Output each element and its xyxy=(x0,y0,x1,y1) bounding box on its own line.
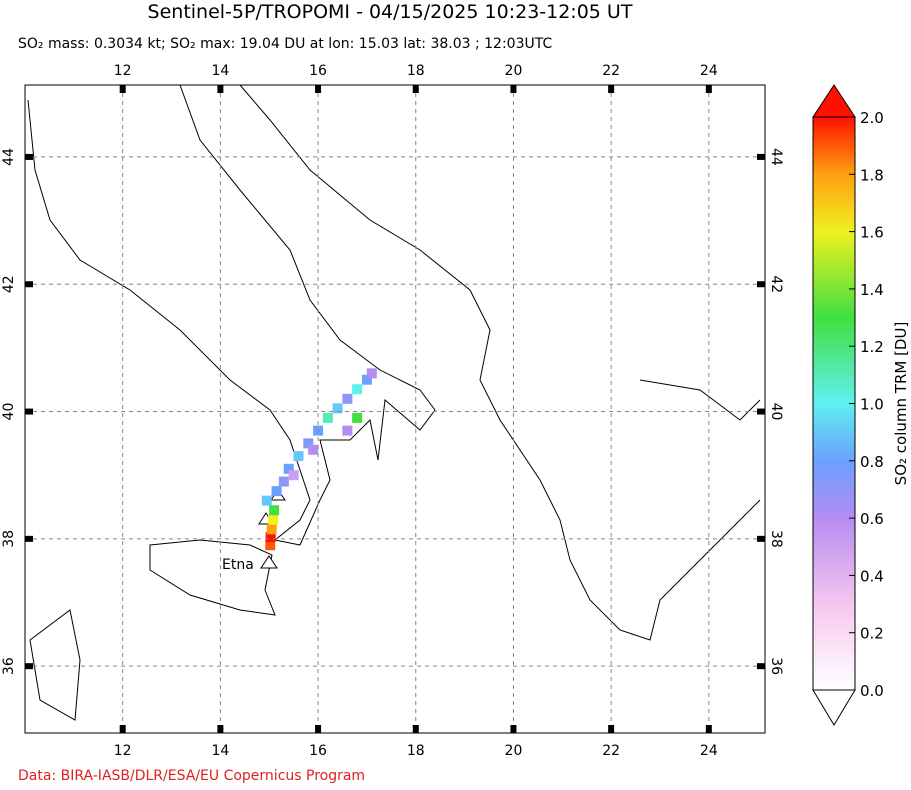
so2-pixel xyxy=(266,524,277,535)
colorbar-tick-label: 1.8 xyxy=(860,166,884,184)
so2-pixel xyxy=(332,403,343,414)
colorbar-tick-label: 1.2 xyxy=(860,338,884,356)
so2-pixel xyxy=(265,531,276,542)
x-tick-label: 14 xyxy=(211,743,229,759)
y-tick-label: 40 xyxy=(1,403,17,421)
colorbar-tick-label: 2.0 xyxy=(860,109,884,127)
colorbar-extend-top xyxy=(812,84,856,118)
y-tick-label: 44 xyxy=(768,148,784,166)
colorbar-tick-label: 1.6 xyxy=(860,224,884,242)
volcano-marker xyxy=(260,555,278,569)
so2-pixel xyxy=(283,463,294,474)
coastlines xyxy=(27,84,761,721)
subtitle: SO₂ mass: 0.3034 kt; SO₂ max: 19.04 DU a… xyxy=(18,36,552,52)
colorbar-tick-label: 0.8 xyxy=(860,453,884,471)
so2-pixel xyxy=(361,374,372,385)
so2-pixel xyxy=(303,438,314,449)
colorbar-tick-label: 0.4 xyxy=(860,567,884,585)
y-tick-label: 42 xyxy=(1,275,17,293)
colorbar-tick-label: 1.4 xyxy=(860,281,884,299)
so2-pixel xyxy=(352,384,363,395)
x-tick-label: 14 xyxy=(211,63,229,79)
volcano-label: Etna xyxy=(222,557,254,573)
so2-pixel xyxy=(278,476,289,487)
so2-pixel xyxy=(352,412,363,423)
y-tick-label: 36 xyxy=(768,657,784,675)
y-tick-label: 40 xyxy=(768,403,784,421)
so2-pixel xyxy=(342,425,353,436)
colorbar-label: SO₂ column TRM [DU] xyxy=(892,322,910,486)
x-tick-label: 24 xyxy=(700,63,718,79)
x-tick-label: 20 xyxy=(505,63,523,79)
so2-pixel xyxy=(293,451,304,462)
x-tick-label: 24 xyxy=(700,743,718,759)
y-tick-label: 42 xyxy=(768,275,784,293)
so2-pixel xyxy=(322,412,333,423)
title: Sentinel-5P/TROPOMI - 04/15/2025 10:23-1… xyxy=(148,1,633,23)
colorbar-extend-bottom xyxy=(812,689,856,726)
so2-pixel xyxy=(269,505,280,516)
x-tick-label: 12 xyxy=(114,63,132,79)
x-tick-label: 16 xyxy=(309,743,327,759)
y-tick-label: 38 xyxy=(1,530,17,548)
so2-pixel xyxy=(342,393,353,404)
x-tick-label: 18 xyxy=(407,63,425,79)
colorbar-tick-label: 0.6 xyxy=(860,510,884,528)
colorbar-tick-label: 0.0 xyxy=(860,682,884,700)
colorbar xyxy=(812,116,856,691)
so2-pixel xyxy=(288,470,299,481)
so2-pixel xyxy=(261,495,272,506)
so2-pixel xyxy=(268,514,279,525)
x-tick-label: 12 xyxy=(114,743,132,759)
x-tick-label: 18 xyxy=(407,743,425,759)
x-tick-label: 16 xyxy=(309,63,327,79)
so2-pixel xyxy=(308,444,319,455)
so2-pixel xyxy=(271,486,282,497)
colorbar-tick-label: 1.0 xyxy=(860,396,884,414)
x-tick-label: 22 xyxy=(602,743,620,759)
y-tick-label: 36 xyxy=(1,657,17,675)
y-tick-label: 38 xyxy=(768,530,784,548)
x-tick-label: 22 xyxy=(602,63,620,79)
volcanoes: Etna xyxy=(222,489,286,573)
y-tick-label: 44 xyxy=(1,148,17,166)
colorbar-tick-label: 0.2 xyxy=(860,625,884,643)
credit: Data: BIRA-IASB/DLR/ESA/EU Copernicus Pr… xyxy=(18,768,365,784)
x-tick-label: 20 xyxy=(505,743,523,759)
so2-pixel xyxy=(366,368,377,379)
so2-pixel xyxy=(265,540,276,551)
